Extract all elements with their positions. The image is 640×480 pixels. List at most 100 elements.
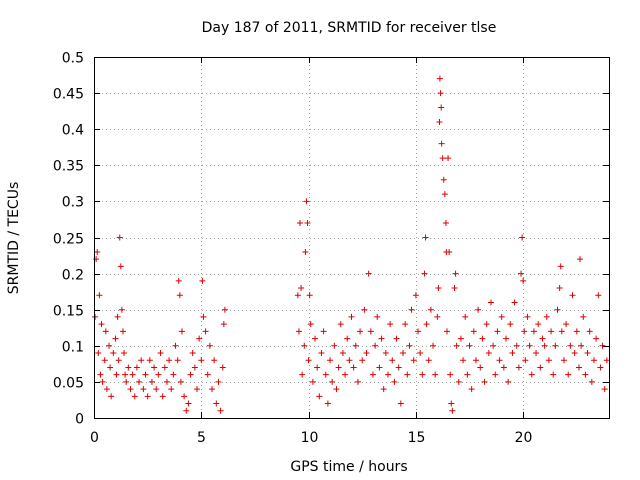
data-point (550, 371, 557, 378)
data-point (172, 342, 179, 349)
data-point (417, 350, 424, 357)
data-point (448, 400, 455, 407)
data-point (412, 292, 419, 299)
data-point (107, 364, 114, 371)
data-point (220, 321, 227, 328)
data-point (354, 378, 361, 385)
data-point (511, 299, 518, 306)
data-point (558, 328, 565, 335)
data-point (318, 350, 325, 357)
data-point (125, 364, 132, 371)
data-point (522, 357, 529, 364)
data-point (221, 306, 228, 313)
data-point (146, 357, 153, 364)
data-point (393, 335, 400, 342)
data-point (320, 328, 327, 335)
data-point (304, 220, 311, 227)
data-point (151, 364, 158, 371)
data-point (586, 328, 593, 335)
data-point (363, 350, 370, 357)
data-point (174, 357, 181, 364)
data-point (560, 357, 567, 364)
y-tick-label: 0.1 (62, 340, 84, 356)
data-point (97, 371, 104, 378)
data-point (378, 335, 385, 342)
data-point (380, 386, 387, 393)
axis-ticks: 0 0.05 0.1 0.15 0.2 0.25 0.3 0.35 0.4 0.45 0.5 0 5 10… (53, 51, 609, 446)
y-tick-label: 0.15 (53, 304, 84, 320)
data-point (565, 371, 572, 378)
data-point (573, 328, 580, 335)
y-tick-label: 0.25 (53, 232, 84, 248)
data-point (500, 364, 507, 371)
data-point (185, 400, 192, 407)
data-point (327, 357, 334, 364)
data-point (359, 357, 366, 364)
chart-title: Day 187 of 2011, SRMTID for receiver tls… (202, 20, 497, 36)
data-point (133, 364, 140, 371)
data-point (518, 270, 525, 277)
data-point (129, 371, 136, 378)
data-point (127, 386, 134, 393)
data-point (346, 357, 353, 364)
y-tick-label: 0.35 (53, 159, 84, 175)
x-axis-label: GPS time / hours (290, 459, 407, 475)
data-point (329, 378, 336, 385)
data-point (199, 277, 206, 284)
data-point (490, 342, 497, 349)
data-point (112, 335, 119, 342)
data-point (382, 350, 389, 357)
data-point (597, 364, 604, 371)
data-point (350, 364, 357, 371)
data-point (595, 292, 602, 299)
data-point (451, 285, 458, 292)
data-point (389, 357, 396, 364)
data-point (485, 350, 492, 357)
data-point (298, 285, 305, 292)
data-point (140, 386, 147, 393)
data-point (335, 364, 342, 371)
data-point (427, 306, 434, 313)
y-tick-label: 0.5 (62, 51, 84, 67)
data-point (575, 364, 582, 371)
data-point (95, 350, 102, 357)
data-point (400, 350, 406, 357)
data-point (404, 371, 411, 378)
data-point (445, 155, 452, 162)
data-point (183, 407, 190, 414)
data-point (213, 400, 220, 407)
y-tick-label: 0.4 (62, 123, 84, 139)
data-point (438, 140, 445, 147)
data-point (397, 400, 404, 407)
data-point (191, 364, 198, 371)
data-point (324, 400, 331, 407)
data-point (554, 306, 561, 313)
data-point (466, 342, 473, 349)
data-point (106, 342, 113, 349)
data-point (543, 313, 550, 320)
data-point (123, 378, 130, 385)
data-point (202, 328, 209, 335)
data-point (455, 378, 462, 385)
y-tick-label: 0.05 (53, 376, 84, 392)
data-point (198, 357, 205, 364)
data-point (526, 342, 533, 349)
y-tick-label: 0.45 (53, 87, 84, 103)
y-tick-label: 0 (75, 412, 84, 428)
data-point (541, 342, 548, 349)
data-point (423, 321, 430, 328)
data-point (119, 328, 126, 335)
data-point (408, 306, 415, 313)
data-point (470, 328, 477, 335)
data-point (98, 321, 105, 328)
data-point (468, 386, 475, 393)
data-point (314, 364, 321, 371)
data-point (187, 371, 194, 378)
data-point (503, 335, 509, 342)
data-point (206, 342, 213, 349)
data-point (599, 342, 606, 349)
data-point (103, 386, 110, 393)
data-point (101, 357, 108, 364)
data-point (348, 313, 355, 320)
